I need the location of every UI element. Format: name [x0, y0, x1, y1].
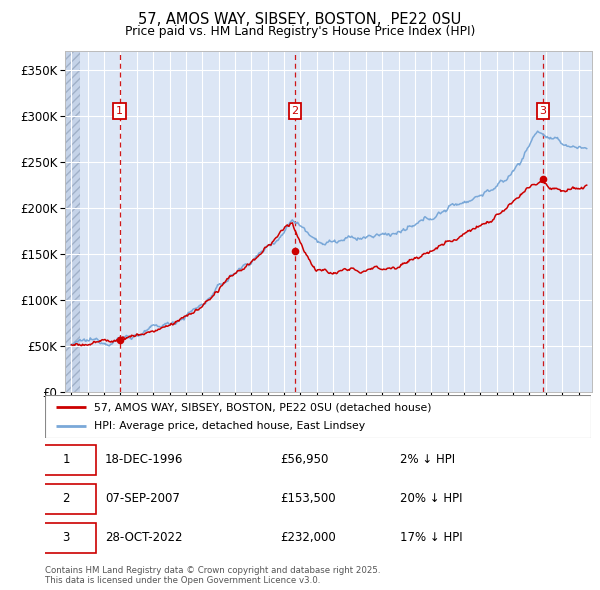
Text: £232,000: £232,000: [280, 530, 335, 543]
Text: 1: 1: [116, 106, 123, 116]
Bar: [65, 51, 80, 392]
Text: 3: 3: [62, 530, 70, 543]
Text: 20% ↓ HPI: 20% ↓ HPI: [400, 491, 463, 504]
Text: 57, AMOS WAY, SIBSEY, BOSTON,  PE22 0SU: 57, AMOS WAY, SIBSEY, BOSTON, PE22 0SU: [139, 12, 461, 27]
FancyBboxPatch shape: [37, 445, 96, 475]
Text: 2: 2: [62, 491, 70, 504]
Text: £56,950: £56,950: [280, 453, 328, 466]
Text: 2% ↓ HPI: 2% ↓ HPI: [400, 453, 455, 466]
FancyBboxPatch shape: [37, 484, 96, 514]
Text: 17% ↓ HPI: 17% ↓ HPI: [400, 530, 463, 543]
Text: 18-DEC-1996: 18-DEC-1996: [105, 453, 184, 466]
Text: 2: 2: [292, 106, 299, 116]
Text: 3: 3: [539, 106, 547, 116]
FancyBboxPatch shape: [45, 395, 591, 438]
Text: 07-SEP-2007: 07-SEP-2007: [105, 491, 180, 504]
FancyBboxPatch shape: [37, 523, 96, 553]
Text: HPI: Average price, detached house, East Lindsey: HPI: Average price, detached house, East…: [94, 421, 365, 431]
Text: 57, AMOS WAY, SIBSEY, BOSTON, PE22 0SU (detached house): 57, AMOS WAY, SIBSEY, BOSTON, PE22 0SU (…: [94, 402, 431, 412]
Text: Price paid vs. HM Land Registry's House Price Index (HPI): Price paid vs. HM Land Registry's House …: [125, 25, 475, 38]
Text: 28-OCT-2022: 28-OCT-2022: [105, 530, 182, 543]
Text: £153,500: £153,500: [280, 491, 335, 504]
Text: Contains HM Land Registry data © Crown copyright and database right 2025.
This d: Contains HM Land Registry data © Crown c…: [45, 566, 380, 585]
Text: 1: 1: [62, 453, 70, 466]
